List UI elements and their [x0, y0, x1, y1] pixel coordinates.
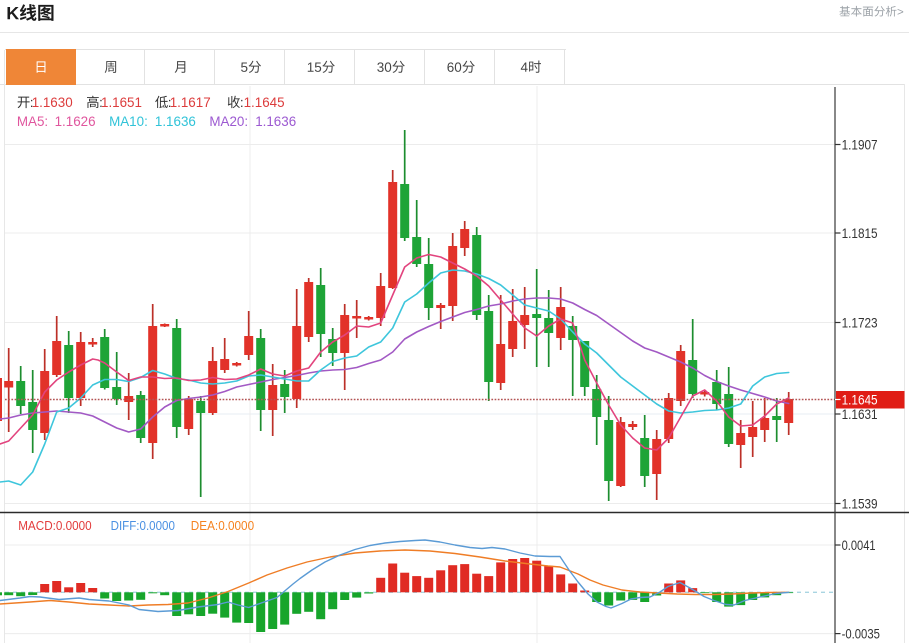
svg-text:DEA:0.0000: DEA:0.0000 — [191, 518, 254, 533]
svg-text:1.1539: 1.1539 — [842, 496, 878, 511]
svg-text:1.1815: 1.1815 — [842, 226, 878, 241]
svg-text:1.1645: 1.1645 — [842, 392, 878, 407]
svg-text:DIFF:0.0000: DIFF:0.0000 — [111, 518, 175, 533]
svg-text:1.1907: 1.1907 — [842, 137, 878, 152]
svg-text:MACD:0.0000: MACD:0.0000 — [18, 518, 92, 533]
svg-text:1.1645: 1.1645 — [244, 95, 285, 110]
svg-text:1.1651: 1.1651 — [101, 95, 142, 110]
svg-text:1.1617: 1.1617 — [170, 95, 211, 110]
svg-text:0.0041: 0.0041 — [842, 538, 876, 553]
svg-text:1.1631: 1.1631 — [842, 407, 878, 422]
svg-text:1.1630: 1.1630 — [32, 95, 73, 110]
svg-text:-0.0035: -0.0035 — [842, 627, 880, 642]
svg-text:1.1723: 1.1723 — [842, 315, 878, 330]
